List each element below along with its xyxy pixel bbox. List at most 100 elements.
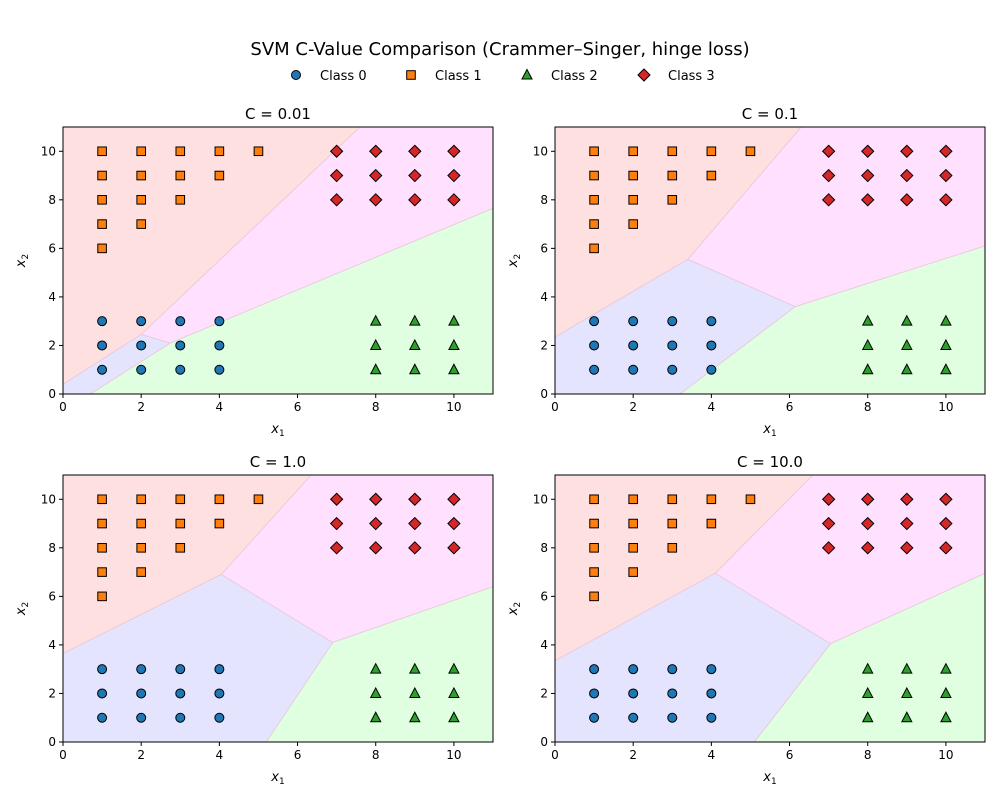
data-point-square bbox=[136, 494, 146, 505]
data-point-triangle bbox=[900, 662, 913, 674]
data-point-diamond bbox=[447, 516, 461, 531]
data-point-circle bbox=[667, 364, 678, 375]
decision-region bbox=[265, 586, 493, 742]
data-point-square bbox=[589, 543, 599, 553]
subplot-title: C = 0.01 bbox=[245, 105, 311, 123]
data-point-circle bbox=[175, 316, 186, 327]
data-point-triangle bbox=[900, 686, 913, 698]
data-point-square bbox=[589, 591, 599, 602]
legend-item: Class 3 bbox=[637, 68, 715, 84]
subplot: 0 2 4 6 8 10 0 2 4 6 8 10 C = 1.0 x1 x2 bbox=[14, 453, 494, 787]
y-tick-label: 0 bbox=[48, 735, 56, 749]
data-point-square bbox=[628, 146, 638, 157]
data-point-square bbox=[136, 219, 146, 229]
data-point-circle bbox=[97, 340, 108, 351]
data-point-triangle bbox=[369, 686, 382, 698]
data-point-square bbox=[667, 494, 678, 505]
data-point-triangle bbox=[940, 686, 952, 698]
x-tick-label: 2 bbox=[629, 748, 637, 762]
data-point-circle bbox=[589, 340, 600, 351]
y-tick-label: 2 bbox=[48, 338, 56, 352]
data-point-triangle bbox=[408, 338, 421, 350]
data-point-triangle bbox=[369, 314, 382, 326]
data-point-triangle bbox=[861, 686, 874, 698]
data-point-diamond bbox=[939, 516, 953, 531]
data-point-circle bbox=[175, 664, 186, 675]
data-point-square bbox=[589, 518, 599, 529]
decision-regions bbox=[63, 127, 493, 394]
subplot-title: C = 1.0 bbox=[250, 453, 306, 471]
data-point-diamond bbox=[821, 193, 836, 207]
data-point-circle bbox=[175, 340, 186, 351]
data-point-square bbox=[667, 170, 678, 181]
legend: Class 0 Class 1 Class 2 Class 3 bbox=[291, 68, 715, 84]
data-point-diamond bbox=[939, 144, 953, 158]
data-point-square bbox=[253, 494, 264, 505]
data-point-square bbox=[97, 195, 107, 205]
data-point-circle bbox=[97, 316, 108, 327]
y-tick-label: 8 bbox=[48, 541, 56, 555]
legend-marker-diamond bbox=[637, 68, 651, 82]
data-point-circle bbox=[175, 364, 186, 375]
data-point-diamond bbox=[369, 516, 383, 531]
data-point-square bbox=[97, 591, 107, 602]
data-point-circle bbox=[136, 688, 147, 699]
data-point-circle bbox=[589, 364, 600, 375]
subplot: 0 2 4 6 8 10 0 2 4 6 8 10 C = 0.1 x1 x2 bbox=[506, 105, 986, 439]
data-point-circle bbox=[628, 364, 639, 375]
legend-item: Class 1 bbox=[406, 69, 482, 84]
legend-marker-square bbox=[406, 70, 416, 80]
data-point-circle bbox=[214, 364, 225, 375]
x-tick-label: 6 bbox=[786, 748, 794, 762]
subplot: 0 2 4 6 8 10 0 2 4 6 8 10 C = 0.01 x1 x2 bbox=[14, 105, 494, 439]
data-point-square bbox=[97, 243, 107, 254]
data-point-circle bbox=[136, 340, 147, 351]
data-point-square bbox=[97, 494, 107, 505]
x-tick-label: 8 bbox=[864, 400, 872, 414]
data-point-triangle bbox=[900, 711, 913, 723]
data-point-square bbox=[667, 543, 678, 553]
legend-marker-circle bbox=[291, 70, 301, 80]
data-point-circle bbox=[136, 364, 147, 375]
data-point-circle bbox=[706, 664, 717, 675]
y-tick-label: 2 bbox=[540, 338, 548, 352]
data-point-square bbox=[136, 146, 146, 157]
data-point-circle bbox=[136, 316, 147, 327]
data-point-square bbox=[136, 170, 146, 181]
data-point-diamond bbox=[900, 168, 914, 183]
x-tick-label: 6 bbox=[294, 400, 302, 414]
y-tick-label: 8 bbox=[540, 541, 548, 555]
data-point-square bbox=[628, 195, 638, 205]
data-point-circle bbox=[706, 688, 717, 699]
data-point-triangle bbox=[448, 314, 460, 326]
y-tick-label: 4 bbox=[48, 290, 56, 304]
data-point-diamond bbox=[900, 492, 914, 506]
data-point-square bbox=[589, 567, 599, 577]
data-points bbox=[589, 492, 953, 723]
data-point-square bbox=[706, 494, 717, 505]
data-point-square bbox=[589, 243, 599, 254]
data-point-diamond bbox=[369, 541, 383, 555]
data-point-diamond bbox=[821, 492, 836, 506]
data-point-diamond bbox=[329, 541, 344, 555]
data-point-circle bbox=[706, 364, 717, 375]
y-tick-label: 0 bbox=[48, 387, 56, 401]
x-tick-label: 4 bbox=[216, 400, 224, 414]
data-point-triangle bbox=[408, 314, 421, 326]
data-point-circle bbox=[175, 712, 186, 723]
data-point-diamond bbox=[408, 541, 422, 555]
x-tick-label: 0 bbox=[551, 400, 559, 414]
axes-frame bbox=[62, 126, 494, 395]
data-point-triangle bbox=[861, 711, 874, 723]
data-point-square bbox=[214, 170, 225, 181]
data-point-triangle bbox=[408, 662, 421, 674]
data-point-diamond bbox=[939, 168, 953, 183]
data-point-square bbox=[175, 518, 186, 529]
data-point-circle bbox=[589, 664, 600, 675]
data-point-triangle bbox=[900, 363, 913, 375]
data-point-square bbox=[628, 567, 638, 577]
y-tick-label: 2 bbox=[48, 686, 56, 700]
legend-item: Class 0 bbox=[291, 69, 367, 84]
decision-regions bbox=[63, 475, 493, 742]
